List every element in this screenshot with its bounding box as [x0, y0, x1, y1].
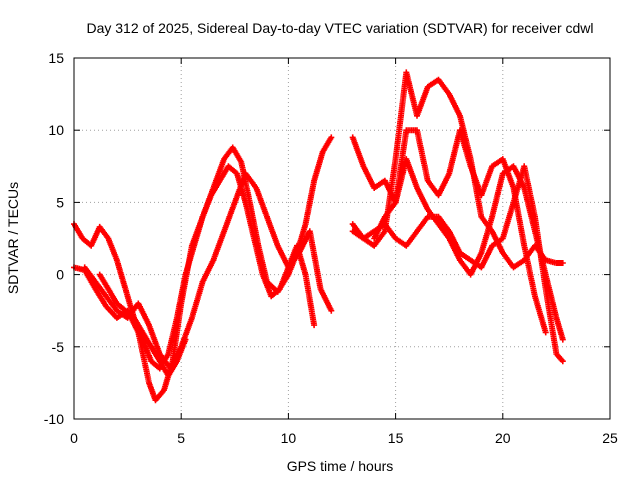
- x-tick-label: 15: [388, 430, 404, 446]
- y-tick-label: -5: [52, 339, 65, 355]
- x-tick-label: 10: [281, 430, 297, 446]
- y-axis-label: SDTVAR / TECUs: [5, 182, 21, 294]
- data-points: [71, 69, 566, 404]
- series-markers: [71, 134, 335, 404]
- plot-frame: [73, 57, 611, 420]
- y-tick-label: 5: [56, 194, 64, 210]
- x-tick-label: 25: [602, 430, 618, 446]
- series-markers: [81, 170, 335, 372]
- series-track-5: [349, 69, 566, 271]
- y-tick-label: 15: [48, 50, 64, 66]
- x-tick-label: 5: [177, 430, 185, 446]
- series-track-1: [71, 134, 335, 404]
- series-track-2: [71, 163, 318, 372]
- series-track-8: [371, 156, 566, 343]
- series-track-7: [349, 163, 566, 365]
- series-track-3: [81, 170, 335, 372]
- chart-title: Day 312 of 2025, Sidereal Day-to-day VTE…: [86, 20, 593, 36]
- series-markers: [71, 163, 318, 372]
- y-tick-label: 0: [56, 267, 64, 283]
- x-tick-label: 0: [70, 430, 78, 446]
- x-tick-label: 20: [495, 430, 511, 446]
- y-tick-label: 10: [48, 122, 64, 138]
- x-axis-label: GPS time / hours: [287, 458, 394, 474]
- series-markers: [349, 69, 566, 271]
- series-markers: [96, 271, 189, 379]
- series-markers: [349, 163, 566, 365]
- y-tick-label: -10: [44, 411, 64, 427]
- series-markers: [371, 156, 566, 343]
- series-track-4: [96, 271, 189, 379]
- axis-ticks: 0 5 10 15 20 25 -10 -5 0 5 10 15: [44, 50, 618, 446]
